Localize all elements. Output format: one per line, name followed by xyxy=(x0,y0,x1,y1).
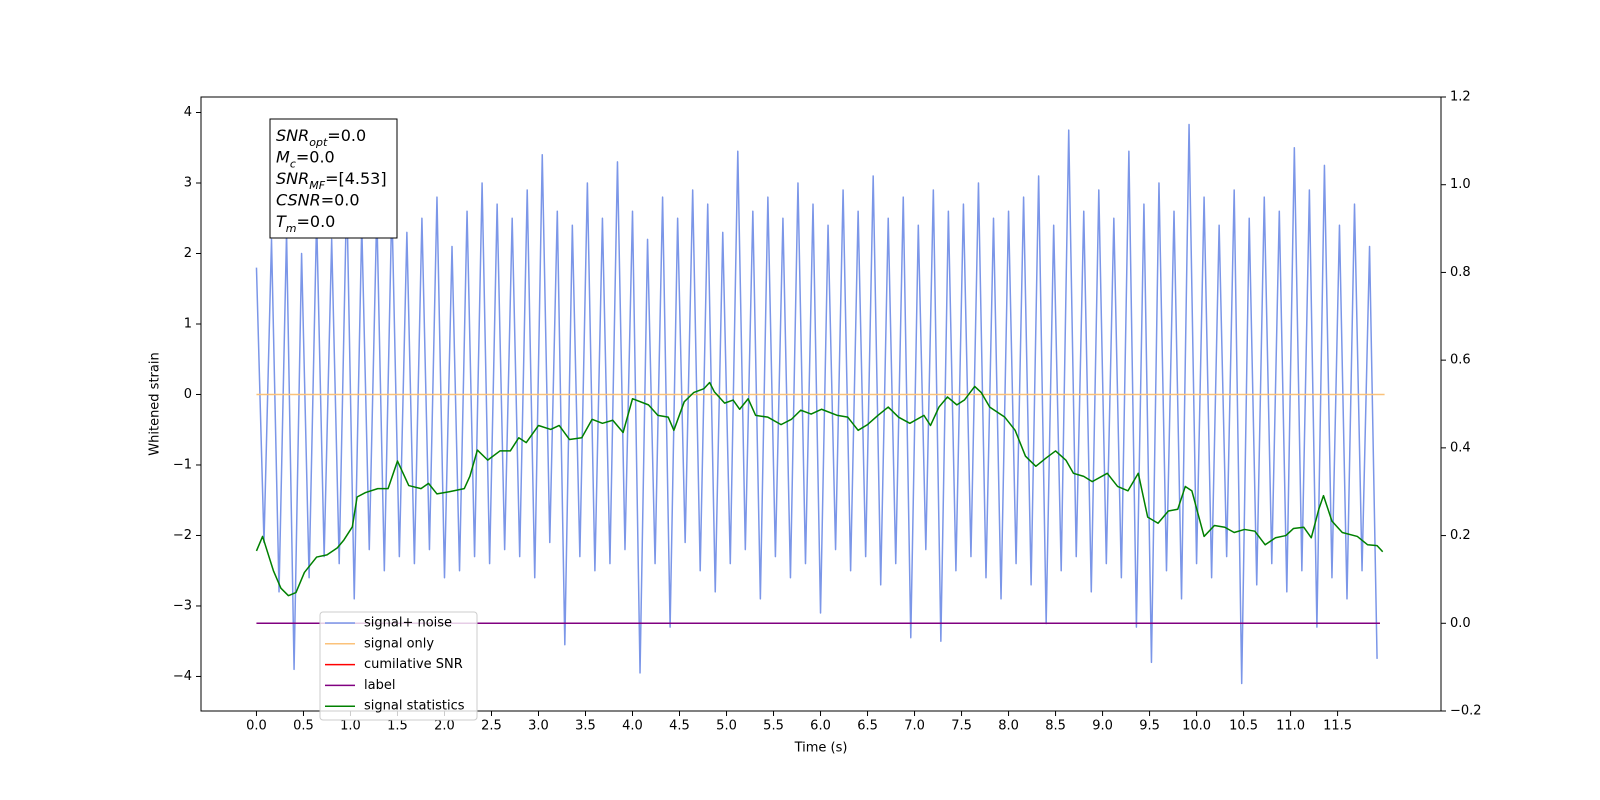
legend-label: signal statistics xyxy=(364,699,465,714)
x-tick-label: 10.0 xyxy=(1182,719,1211,734)
annotation-symbol: M xyxy=(276,147,290,166)
x-tick-label: 7.5 xyxy=(951,719,972,734)
x-tick-label: 1.5 xyxy=(387,719,408,734)
x-tick-label: 4.5 xyxy=(669,719,690,734)
legend-label: cumilative SNR xyxy=(364,657,463,672)
x-tick-label: 11.5 xyxy=(1323,719,1352,734)
legend-label: label xyxy=(364,678,395,693)
x-tick-label: 4.0 xyxy=(622,719,643,734)
annotation-value: =[4.53] xyxy=(325,169,387,188)
y2-tick-label: 1.2 xyxy=(1450,90,1471,105)
annotation-symbol: T xyxy=(276,212,287,231)
annotation-line: Tm=0.0 xyxy=(276,212,335,235)
annotation-value: =0.0 xyxy=(297,212,336,231)
x-axis-label: Time (s) xyxy=(794,741,848,756)
x-tick-label: 0.0 xyxy=(246,719,267,734)
x-tick-label: 6.5 xyxy=(857,719,878,734)
x-tick-label: 8.5 xyxy=(1045,719,1066,734)
annotation-symbol: SNR xyxy=(276,126,309,145)
annotation-subscript: m xyxy=(286,222,297,235)
x-tick-label: 8.0 xyxy=(998,719,1019,734)
annotation-line: CSNR=0.0 xyxy=(276,190,360,209)
annotation-line: SNRMF=[4.53] xyxy=(276,169,387,192)
y-tick-label: 3 xyxy=(184,176,192,191)
y-tick-label: −2 xyxy=(173,528,192,543)
annotation-subscript: MF xyxy=(309,179,325,192)
x-tick-label: 11.0 xyxy=(1276,719,1305,734)
annotation-value: =0.0 xyxy=(296,147,335,166)
x-tick-label: 10.5 xyxy=(1229,719,1258,734)
legend-box xyxy=(319,611,478,721)
x-tick-label: 2.5 xyxy=(481,719,502,734)
annotation-value: =0.0 xyxy=(327,126,366,145)
y2-tick-label: 0.2 xyxy=(1450,528,1471,543)
annotation-symbol: CSNR xyxy=(276,190,321,209)
annotation-value: =0.0 xyxy=(321,190,360,209)
y-tick-label: −4 xyxy=(173,669,192,684)
x-tick-label: 6.0 xyxy=(810,719,831,734)
y-tick-label: 4 xyxy=(184,105,192,120)
x-tick-label: 3.0 xyxy=(528,719,549,734)
annotation-box xyxy=(269,118,398,239)
annotation: SNRopt=0.0Mc=0.0SNRMF=[4.53]CSNR=0.0Tm=0… xyxy=(269,118,398,239)
x-tick-label: 3.5 xyxy=(575,719,596,734)
x-tick-label: 1.0 xyxy=(340,719,361,734)
annotation-line: SNRopt=0.0 xyxy=(276,126,366,149)
annotation-symbol: SNR xyxy=(276,169,309,188)
y2-tick-label: 1.0 xyxy=(1450,177,1471,192)
x-tick-label: 7.0 xyxy=(904,719,925,734)
y2-tick-label: 0.0 xyxy=(1450,616,1471,631)
x-tick-label: 0.5 xyxy=(293,719,314,734)
y2-tick-label: 0.4 xyxy=(1450,440,1471,455)
annotation-subscript: c xyxy=(290,157,296,170)
y-tick-label: −3 xyxy=(173,598,192,613)
x-tick-label: 2.0 xyxy=(434,719,455,734)
y-tick-label: 0 xyxy=(184,387,192,402)
annotation-subscript: opt xyxy=(309,136,328,149)
x-tick-label: 5.0 xyxy=(716,719,737,734)
y2-tick-label: −0.2 xyxy=(1450,704,1482,719)
x-tick-label: 9.5 xyxy=(1139,719,1160,734)
y-tick-label: −1 xyxy=(173,457,192,472)
series-line xyxy=(255,123,1378,685)
x-tick-label: 9.0 xyxy=(1092,719,1113,734)
x-tick-label: 5.5 xyxy=(763,719,784,734)
legend-label: signal only xyxy=(364,636,434,651)
y2-tick-label: 0.8 xyxy=(1450,265,1471,280)
y-tick-label: 1 xyxy=(184,316,192,331)
y2-tick-label: 0.6 xyxy=(1450,353,1471,368)
y-axis-label: Whitened strain xyxy=(148,352,163,455)
legend: signal+ noise signal only cumilative SNR la… xyxy=(319,611,478,721)
y-tick-label: 2 xyxy=(184,246,192,261)
series-line xyxy=(255,381,1384,597)
annotation-line: Mc=0.0 xyxy=(276,147,335,170)
legend-label: signal+ noise xyxy=(364,616,452,631)
